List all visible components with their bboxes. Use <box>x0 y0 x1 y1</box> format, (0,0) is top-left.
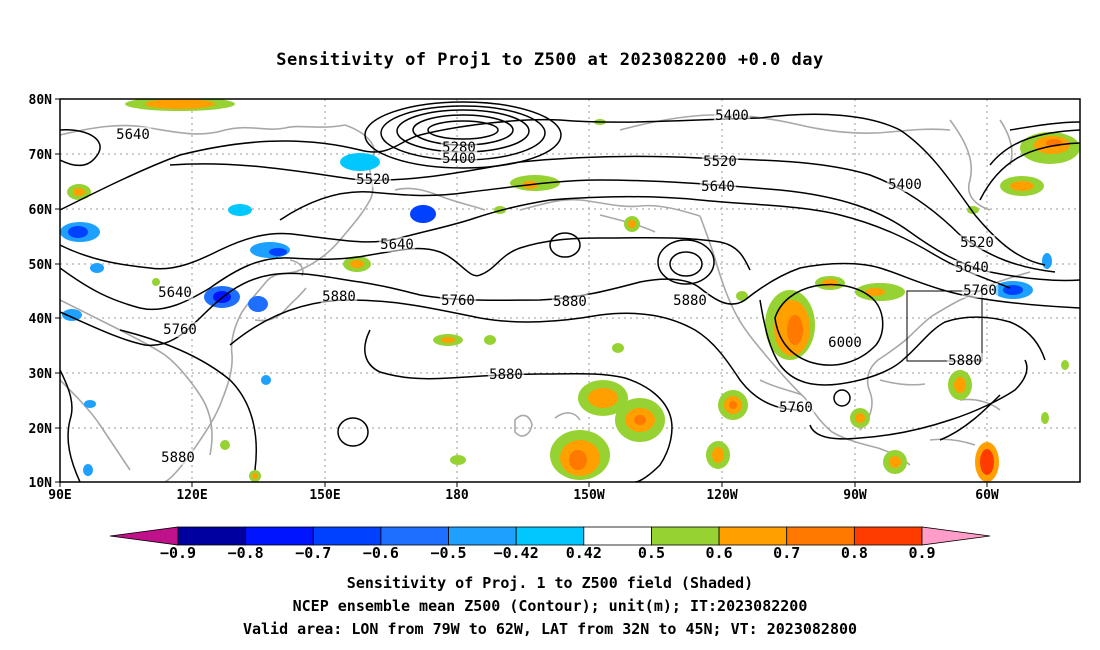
lat-label-50n: 50N <box>29 258 53 273</box>
lon-label-120e: 120E <box>176 488 207 503</box>
lat-label-80n: 80N <box>29 93 53 108</box>
contour-label: 5640 <box>955 260 989 276</box>
contour-label-bg <box>777 400 815 415</box>
contour-label-bg <box>886 177 924 192</box>
lon-label-120w: 120W <box>706 488 737 503</box>
contour-label: 5880 <box>553 294 587 310</box>
contour-label: 5640 <box>116 127 150 143</box>
contour-label: 5640 <box>701 179 735 195</box>
contour-label-bg <box>487 367 525 382</box>
contour-label-bg <box>953 260 991 275</box>
contour-label: 5520 <box>703 154 737 170</box>
lon-label-90e: 90E <box>48 488 71 503</box>
contour-label-bg <box>946 353 984 368</box>
contour-label-bg <box>161 322 199 337</box>
valid-area-box <box>906 290 983 362</box>
lat-label-20n: 20N <box>29 422 53 437</box>
contour-label-bg <box>701 154 739 169</box>
contour-label: 5400 <box>715 108 749 124</box>
contour-label-bg <box>699 179 737 194</box>
contour-label-bg <box>159 450 197 465</box>
contour-label: 5400 <box>442 151 476 167</box>
lat-label-70n: 70N <box>29 148 53 163</box>
contour-label-bg <box>551 294 589 309</box>
sensitivity-shading <box>60 99 1080 482</box>
contour-label: 5640 <box>158 285 192 301</box>
lat-label-40n: 40N <box>29 312 53 327</box>
contour-label-bg <box>378 237 416 252</box>
lon-label-150w: 150W <box>573 488 604 503</box>
footer-line-1: Sensitivity of Proj. 1 to Z500 field (Sh… <box>346 574 754 592</box>
contour-label: 6000 <box>828 335 862 351</box>
contour-label: 5400 <box>888 177 922 193</box>
contour-label: 5520 <box>356 172 390 188</box>
map-frame <box>59 98 1081 483</box>
contour-label: 5760 <box>441 293 475 309</box>
footer-line-3: Valid area: LON from 79W to 62W, LAT fro… <box>242 620 858 638</box>
contour-label: 5760 <box>779 400 813 416</box>
contour-label-bg <box>961 283 999 298</box>
lat-label-30n: 30N <box>29 367 53 382</box>
contour-label: 5760 <box>963 283 997 299</box>
contour-label-bg <box>713 108 751 123</box>
lon-label-150e: 150E <box>309 488 340 503</box>
contour-label-bg <box>439 293 477 308</box>
lon-label-90w: 90W <box>843 488 867 503</box>
contour-label-bg <box>826 335 864 350</box>
contour-label-bg <box>354 172 392 187</box>
lon-label-180: 180 <box>445 488 469 503</box>
contour-label: 5640 <box>380 237 414 253</box>
contour-label: 5760 <box>163 322 197 338</box>
contour-label: 5880 <box>322 289 356 305</box>
chart-title: Sensitivity of Proj1 to Z500 at 20230822… <box>276 50 824 70</box>
contour-label-bg <box>114 127 152 142</box>
contour-label: 5880 <box>161 450 195 466</box>
axis-ticks <box>55 98 988 487</box>
contour-label: 5520 <box>960 235 994 251</box>
contour-label-bg <box>440 151 478 166</box>
contour-label: 5880 <box>948 353 982 369</box>
footer-line-2: NCEP ensemble mean Z500 (Contour); unit(… <box>292 597 808 615</box>
contour-label: 5880 <box>489 367 523 383</box>
lat-label-60n: 60N <box>29 203 53 218</box>
contour-label: 5880 <box>673 293 707 309</box>
contour-label-bg <box>156 285 194 300</box>
contour-label-bg <box>958 235 996 250</box>
lat-label-10n: 10N <box>29 476 53 491</box>
contour-label-bg <box>320 289 358 304</box>
lon-label-60w: 60W <box>975 488 999 503</box>
contour-label-bg <box>671 293 709 308</box>
